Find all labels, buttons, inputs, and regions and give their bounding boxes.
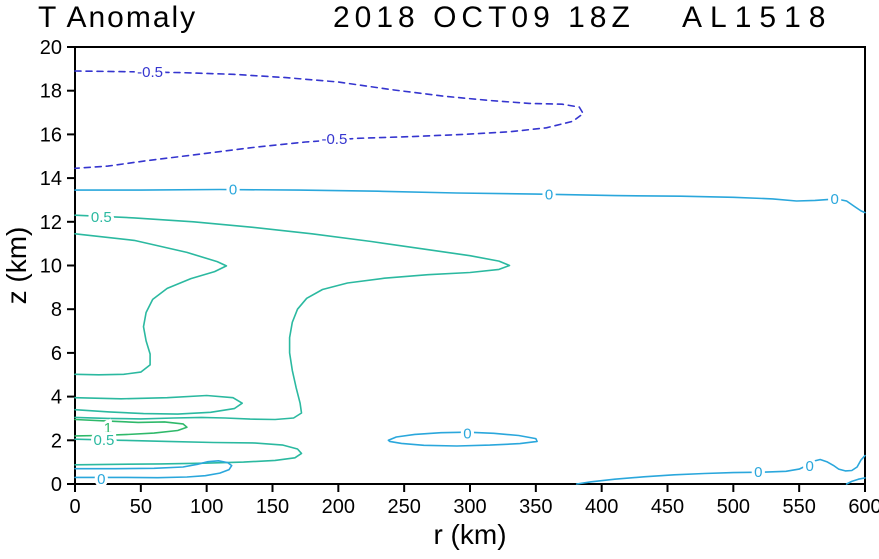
- x-tick-label: 50: [130, 496, 152, 518]
- x-tick-label: 300: [453, 496, 486, 518]
- contour-label: 0: [754, 464, 762, 481]
- contour-label: -0.5: [321, 131, 347, 148]
- x-tick-label: 500: [717, 496, 750, 518]
- x-axis-label: r (km): [433, 519, 506, 550]
- y-tick-label: 12: [40, 212, 62, 234]
- y-tick-label: 18: [40, 81, 62, 103]
- contour-line-level-1: [74, 418, 188, 437]
- y-tick-label: 10: [40, 256, 62, 278]
- x-tick-label: 400: [585, 496, 618, 518]
- contour-line-level-0.5: [74, 438, 303, 466]
- x-tick-label: 450: [651, 496, 684, 518]
- x-tick-label: 600: [848, 496, 879, 518]
- contour-line-level-0: [845, 477, 866, 485]
- x-tick-label: 200: [322, 496, 355, 518]
- y-tick-label: 6: [51, 343, 62, 365]
- contour-line-level-0: [575, 454, 866, 485]
- y-tick-label: 14: [40, 168, 62, 190]
- contour-line-level-0: [74, 188, 866, 214]
- contour-label: 0.5: [91, 209, 112, 226]
- contour-line-level-1: [74, 233, 228, 376]
- plot-datetime: 2018 OCT09 18Z: [333, 1, 635, 34]
- contour-label: 1: [104, 420, 112, 437]
- contour-label: 0: [97, 471, 105, 488]
- y-tick-label: 16: [40, 124, 62, 146]
- x-tick-label: 150: [256, 496, 289, 518]
- contour-label: 0: [229, 181, 237, 198]
- plot-storm-id: AL1518: [682, 1, 834, 34]
- contour-label: 0: [831, 191, 839, 208]
- contour-label: -0.5: [137, 64, 163, 81]
- x-tick-label: 100: [190, 496, 223, 518]
- contour-label: 0: [806, 458, 814, 475]
- y-axis-label: z (km): [1, 227, 32, 305]
- contour-label: 0: [463, 426, 471, 443]
- x-tick-label: 550: [782, 496, 815, 518]
- contour-label: 0: [545, 186, 553, 203]
- y-tick-label: 4: [51, 387, 62, 409]
- contour-line-level-1: [74, 394, 243, 415]
- y-tick-label: 2: [51, 430, 62, 452]
- contour-label: 0.5: [94, 432, 115, 449]
- y-tick-label: 8: [51, 299, 62, 321]
- x-tick-label: 350: [519, 496, 552, 518]
- y-tick-label: 0: [51, 474, 62, 496]
- plot-title: T Anomaly: [38, 1, 198, 34]
- contour-line-level--0.5: [74, 70, 585, 170]
- x-tick-label: 250: [387, 496, 420, 518]
- contour-line-level-0: [387, 431, 538, 447]
- plot-frame: [74, 46, 866, 485]
- contour-line-level-0.5: [74, 214, 511, 421]
- y-tick-label: 20: [40, 37, 62, 59]
- contour-line-level-0: [74, 459, 233, 479]
- x-tick-label: 0: [69, 496, 80, 518]
